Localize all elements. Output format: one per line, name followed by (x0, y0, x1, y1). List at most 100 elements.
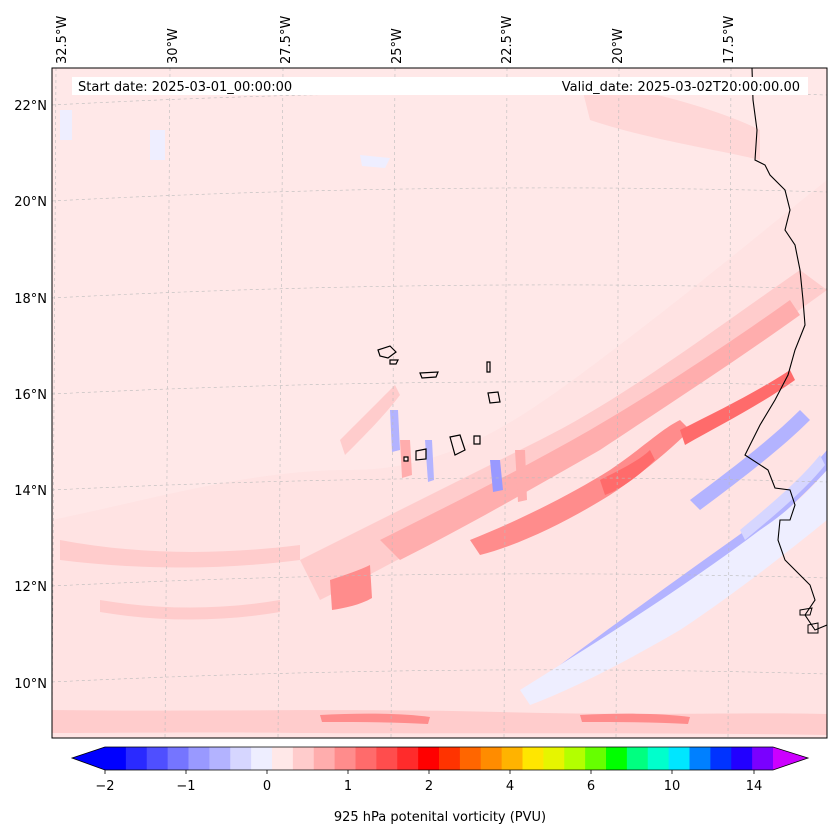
lon-label: 25°W (390, 28, 405, 64)
colorbar-segments (105, 747, 774, 770)
pv-negative-band-1 (560, 450, 827, 672)
cape-verde-islands (377, 345, 501, 462)
colorbar-segment (731, 747, 753, 770)
africa-coastline (744, 68, 827, 631)
lat-label: 22°N (14, 99, 47, 114)
lon-label: 17.5°W (722, 16, 737, 64)
colorbar-segment (334, 747, 357, 770)
pv-streak-4 (490, 460, 503, 492)
colorbar-tick-label: −1 (176, 779, 195, 794)
colorbar-segment (564, 747, 586, 770)
colorbar: −2 −1 0 1 2 4 6 10 14 925 hPa potenital … (70, 746, 810, 825)
pv-western-band-2 (100, 600, 280, 620)
colorbar-segment (585, 747, 607, 770)
colorbar-tick-label: 4 (506, 779, 514, 794)
colorbar-tick-label: 2 (425, 779, 433, 794)
colorbar-segment (626, 747, 649, 770)
island-boa-vista (487, 391, 501, 404)
pv-ne-patch (580, 80, 760, 160)
colorbar-ticks (104, 770, 755, 774)
pv-speck-1 (150, 130, 165, 160)
valid-date-label: Valid_date: 2025-03-02T20:00:00.00 (562, 80, 800, 95)
island-santiago (449, 434, 466, 456)
date-header-box (72, 77, 808, 95)
pv-band-inner-1 (470, 420, 690, 555)
colorbar-segment (146, 747, 169, 770)
colorbar-segment (689, 747, 711, 770)
colorbar-segment (167, 747, 190, 770)
colorbar-over-arrow (773, 747, 808, 770)
colorbar-tick-label: 0 (263, 779, 271, 794)
pv-speck-3 (60, 110, 72, 140)
map-panel (51, 67, 828, 739)
colorbar-segment (480, 747, 503, 770)
map-frame (51, 67, 828, 739)
pv-field (52, 68, 827, 738)
colorbar-tick-label: 1 (344, 779, 352, 794)
lon-label: 22.5°W (500, 16, 515, 64)
colorbar-segment (710, 747, 732, 770)
colorbar-segment (292, 747, 315, 770)
colorbar-segment (522, 747, 544, 770)
colorbar-segment (125, 747, 148, 770)
lon-label: 30°W (166, 28, 181, 64)
colorbar-title: 925 hPa potenital vorticity (PVU) (334, 810, 546, 825)
pv-streak-5 (515, 450, 527, 502)
colorbar-segment (647, 747, 670, 770)
latitude-labels: 22°N 20°N 18°N 16°N 14°N 12°N 10°N (14, 99, 47, 692)
pv-band-inner-2 (680, 370, 795, 445)
island-brava (403, 456, 409, 462)
island-fogo (415, 448, 427, 461)
colorbar-segment (355, 747, 377, 770)
colorbar-segment (105, 747, 127, 770)
lat-label: 14°N (14, 484, 47, 499)
lat-label: 10°N (14, 677, 47, 692)
pv-western-band (60, 540, 300, 568)
colorbar-segment (376, 747, 398, 770)
colorbar-tick-label: 6 (587, 779, 595, 794)
pv-speck-2 (360, 155, 390, 168)
bijagos-islands (799, 607, 819, 634)
lat-label: 18°N (14, 292, 47, 307)
island-sao-nicolau (419, 371, 439, 379)
colorbar-segment (459, 747, 482, 770)
pv-southern-strip (52, 710, 827, 735)
island-santo-antao (377, 345, 397, 359)
colorbar-segment (230, 747, 252, 770)
colorbar-tick-label: 14 (746, 779, 763, 794)
lon-label: 27.5°W (279, 16, 294, 64)
island-sal (486, 361, 491, 373)
pv-negative-band-1-halo (520, 470, 827, 705)
pv-western-spot (330, 565, 372, 610)
pv-band-mid (380, 300, 800, 560)
colorbar-outline (70, 746, 810, 771)
colorbar-segment (606, 747, 628, 770)
pv-streak-3 (425, 440, 434, 482)
colorbar-tick-label: 10 (664, 779, 681, 794)
pv-streak-1 (340, 385, 400, 455)
island-sao-vicente (389, 359, 399, 365)
lat-label: 12°N (14, 580, 47, 595)
lon-label: 32.5°W (55, 16, 70, 64)
colorbar-segment (501, 747, 524, 770)
colorbar-segment (209, 747, 231, 770)
colorbar-segment (188, 747, 210, 770)
colorbar-segment (543, 747, 565, 770)
pv-negative-band-2 (690, 410, 810, 510)
colorbar-segment (668, 747, 691, 770)
colorbar-segment (397, 747, 419, 770)
colorbar-segment (439, 747, 461, 770)
colorbar-segment (272, 747, 294, 770)
colorbar-under-arrow (72, 747, 105, 770)
start-date-label: Start date: 2025-03-01_00:00:00 (78, 80, 292, 95)
colorbar-tick-label: −2 (95, 779, 114, 794)
pv-southern-core-1 (320, 713, 430, 724)
colorbar-segment (313, 747, 336, 770)
colorbar-segment (752, 747, 774, 770)
island-maio (473, 435, 481, 445)
colorbar-segment (418, 747, 440, 770)
lon-label: 20°W (611, 28, 626, 64)
pv-negative-band-3 (740, 455, 825, 540)
lat-label: 16°N (14, 388, 47, 403)
